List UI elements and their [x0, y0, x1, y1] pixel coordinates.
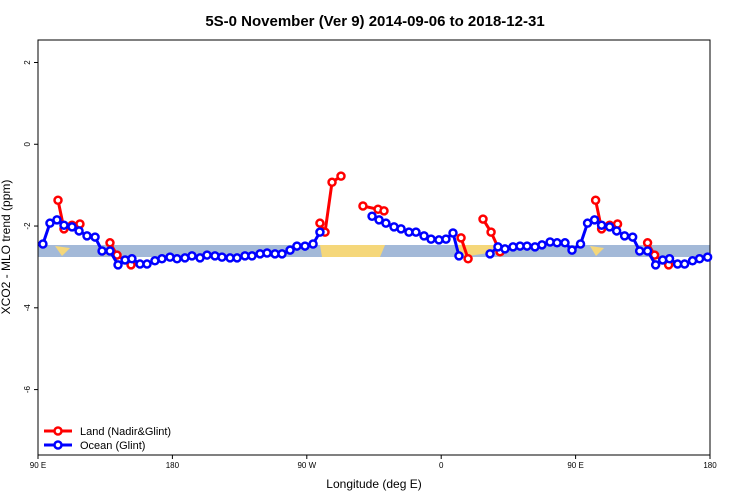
point — [358, 201, 368, 211]
point — [411, 227, 421, 237]
legend-marker — [53, 440, 63, 450]
legend-marker — [53, 426, 63, 436]
point — [285, 245, 295, 255]
point — [478, 214, 488, 224]
point — [664, 253, 675, 264]
point — [456, 233, 466, 243]
legend: Land (Nadir&Glint) Ocean (Glint) — [44, 426, 171, 452]
point — [619, 231, 630, 241]
point — [485, 249, 495, 259]
point — [142, 259, 152, 269]
point — [426, 234, 436, 244]
point — [127, 253, 137, 264]
point — [292, 241, 302, 251]
point — [596, 220, 607, 230]
point — [217, 252, 227, 262]
point — [396, 224, 406, 234]
plot-frame — [37, 39, 711, 456]
point — [611, 226, 622, 236]
point — [679, 259, 690, 269]
point — [202, 250, 212, 260]
y-tick-label: 2 — [23, 60, 32, 65]
point — [702, 252, 713, 262]
point — [315, 227, 325, 237]
point — [552, 238, 562, 248]
point — [247, 251, 257, 261]
point — [336, 171, 346, 181]
point — [45, 218, 55, 228]
point — [694, 253, 705, 264]
point — [560, 238, 570, 248]
point — [650, 260, 661, 270]
x-tick-label: 90 E — [30, 461, 46, 470]
point — [500, 244, 510, 254]
point — [74, 226, 84, 236]
point — [82, 231, 92, 241]
x-tick-label: 180 — [166, 461, 180, 470]
point — [157, 253, 167, 264]
point — [463, 253, 473, 264]
point — [642, 246, 653, 256]
y-tick-label: -4 — [23, 304, 32, 312]
point — [567, 245, 577, 255]
point — [308, 239, 318, 249]
point — [262, 248, 272, 258]
point — [642, 238, 653, 248]
point — [589, 215, 600, 225]
map-strip — [38, 245, 710, 257]
point — [277, 249, 287, 259]
point — [627, 232, 638, 242]
point — [172, 253, 182, 264]
legend-label: Land (Nadir&Glint) — [80, 426, 171, 438]
point — [90, 232, 100, 242]
point — [575, 239, 586, 249]
x-tick-label: 0 — [439, 461, 444, 470]
point — [441, 234, 451, 244]
point — [53, 195, 63, 206]
point — [604, 222, 615, 232]
point — [454, 251, 464, 261]
point — [419, 231, 429, 241]
x-tick-label: 180 — [703, 461, 717, 470]
legend-label: Ocean (Glint) — [80, 440, 145, 452]
point — [522, 241, 532, 251]
point — [327, 177, 337, 188]
point — [67, 222, 77, 232]
y-tick-label: 0 — [23, 141, 32, 146]
point — [537, 240, 547, 250]
point — [582, 218, 593, 228]
x-tick-label: 90 E — [567, 461, 583, 470]
point — [105, 246, 115, 256]
point — [187, 251, 197, 261]
point — [381, 218, 391, 228]
x-axis-label: Longitude (deg E) — [326, 477, 421, 491]
y-axis-label: XCO2 - MLO trend (ppm) — [0, 180, 13, 315]
y-tick-label: -2 — [23, 222, 32, 230]
point — [232, 253, 242, 263]
point — [448, 228, 458, 238]
point — [486, 227, 496, 237]
point — [105, 238, 115, 248]
point — [379, 206, 389, 216]
y-tick-label: -6 — [23, 385, 32, 393]
point — [52, 215, 62, 225]
point — [367, 211, 377, 221]
point — [315, 218, 325, 228]
chart-title: 5S-0 November (Ver 9) 2014-09-06 to 2018… — [205, 13, 544, 30]
point — [113, 260, 123, 270]
point — [634, 246, 645, 256]
point — [38, 239, 48, 249]
point — [300, 241, 310, 251]
x-tick-label: 90 W — [297, 461, 316, 470]
point — [97, 246, 107, 256]
point — [590, 195, 601, 206]
point — [59, 220, 69, 230]
